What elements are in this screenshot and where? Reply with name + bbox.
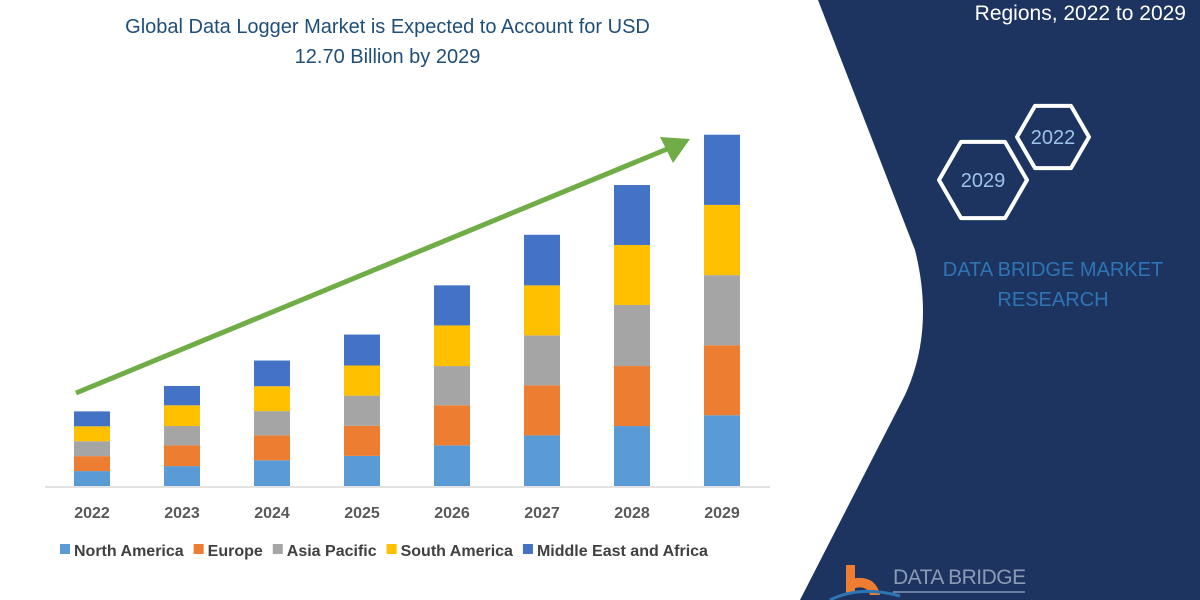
bar-segment-north-america-2024 — [254, 460, 290, 486]
hex-label: 2029 — [961, 170, 1006, 192]
side-heading: Regions, 2022 to 2029 — [974, 2, 1186, 25]
bar-segment-north-america-2023 — [164, 466, 200, 486]
hexagon-2022 — [1015, 103, 1091, 171]
bar-segment-north-america-2029 — [704, 415, 740, 486]
legend-label: North America — [74, 543, 184, 560]
x-tick-label: 2025 — [344, 505, 380, 522]
trend-arrow-line — [75, 144, 673, 396]
bar-segment-north-america-2027 — [524, 435, 560, 486]
bar-segment-europe-2024 — [254, 435, 290, 461]
bar-segment-europe-2026 — [434, 405, 470, 446]
bar-segment-north-america-2026 — [434, 445, 470, 486]
bar-segment-europe-2023 — [164, 445, 200, 467]
side-panel-background — [800, 0, 1200, 600]
logo-text: DATA BRIDGE — [893, 566, 1026, 589]
bar-segment-middle-east-and-africa-2024 — [254, 360, 290, 387]
logo-icon — [829, 565, 1025, 600]
chart-title: Global Data Logger Market is Expected to… — [40, 12, 735, 72]
bar-segment-north-america-2028 — [614, 426, 650, 486]
bar-segment-asia-pacific-2029 — [704, 275, 740, 346]
legend-label: Asia Pacific — [287, 543, 377, 560]
bar-segment-south-america-2022 — [74, 426, 110, 442]
bar-segment-europe-2029 — [704, 345, 740, 416]
bar-segment-middle-east-and-africa-2022 — [74, 411, 110, 427]
bar-segment-south-america-2028 — [614, 244, 650, 305]
bar-segment-europe-2027 — [524, 385, 560, 436]
bar-segment-asia-pacific-2024 — [254, 411, 290, 436]
x-tick-label: 2022 — [74, 505, 110, 522]
legend-label: Middle East and Africa — [537, 543, 708, 560]
legend-label: South America — [401, 543, 513, 560]
trend-arrow-head-icon — [660, 137, 690, 163]
bar-segment-south-america-2023 — [164, 405, 200, 427]
legend-swatch — [272, 544, 283, 554]
bar-segment-south-america-2026 — [434, 325, 470, 367]
bar-segment-south-america-2025 — [344, 365, 380, 396]
bar-segment-europe-2028 — [614, 366, 650, 427]
bar-segment-north-america-2025 — [344, 455, 380, 486]
hex-label: 2022 — [1031, 127, 1076, 149]
bar-segment-north-america-2022 — [74, 471, 110, 486]
bar-segment-asia-pacific-2027 — [524, 335, 560, 386]
brand-line-1: DATA BRIDGE MARKET — [942, 259, 1164, 281]
x-tick-label: 2029 — [704, 505, 740, 522]
bar-segment-asia-pacific-2026 — [434, 366, 470, 406]
legend-label: Europe — [208, 543, 263, 560]
bar-segment-europe-2022 — [74, 456, 110, 472]
bar-segment-south-america-2029 — [704, 204, 740, 276]
bar-segment-south-america-2024 — [254, 386, 290, 412]
bar-segment-asia-pacific-2028 — [614, 304, 650, 367]
legend-swatch — [60, 544, 70, 554]
brand-line-2: RESEARCH — [997, 289, 1109, 311]
bar-segment-middle-east-and-africa-2027 — [524, 234, 560, 286]
title-line-2: 12.70 Billion by 2029 — [294, 46, 481, 68]
x-tick-label: 2028 — [614, 505, 650, 522]
bar-segment-asia-pacific-2022 — [74, 441, 110, 457]
hexagon-2029 — [937, 139, 1029, 221]
x-tick-label: 2023 — [164, 505, 200, 522]
bar-segment-middle-east-and-africa-2026 — [434, 285, 470, 326]
legend-swatch — [522, 544, 533, 554]
bar-segment-asia-pacific-2023 — [164, 426, 200, 446]
x-tick-label: 2026 — [434, 505, 470, 522]
title-line-1: Global Data Logger Market is Expected to… — [125, 16, 650, 38]
bar-segment-middle-east-and-africa-2025 — [344, 334, 380, 366]
brand-name: DATA BRIDGE MARKET RESEARCH — [925, 255, 1181, 315]
bar-segment-south-america-2027 — [524, 285, 560, 336]
bar-segment-middle-east-and-africa-2029 — [704, 134, 740, 205]
bar-segment-middle-east-and-africa-2023 — [164, 385, 200, 406]
x-tick-label: 2027 — [524, 505, 560, 522]
legend-swatch — [193, 544, 204, 554]
bar-segment-middle-east-and-africa-2028 — [614, 185, 650, 245]
bar-segment-europe-2025 — [344, 425, 380, 456]
legend-swatch — [386, 544, 397, 554]
bar-segment-asia-pacific-2025 — [344, 395, 380, 426]
x-tick-label: 2024 — [254, 505, 290, 522]
